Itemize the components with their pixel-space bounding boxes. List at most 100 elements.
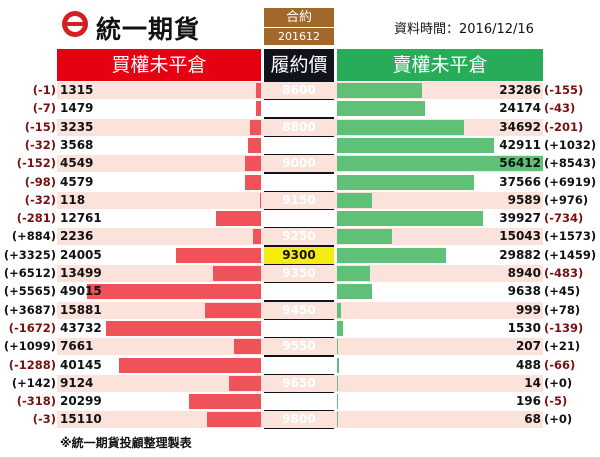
put-oi-value: 37566 bbox=[499, 174, 541, 189]
put-oi-bar bbox=[337, 412, 338, 428]
put-oi-bar bbox=[337, 101, 426, 117]
call-oi-change: (+3325) bbox=[3, 247, 56, 262]
contract-label: 合約 bbox=[264, 8, 334, 27]
brand-logo-icon bbox=[62, 11, 88, 37]
put-oi-bar bbox=[337, 83, 423, 98]
call-oi-value: 13499 bbox=[60, 266, 102, 280]
put-oi-value: 207 bbox=[515, 339, 541, 354]
call-oi-change: (-1) bbox=[32, 83, 56, 97]
put-oi-bar bbox=[337, 229, 392, 245]
call-oi-bar bbox=[118, 357, 261, 373]
call-oi-change: (-152) bbox=[16, 156, 56, 171]
strike-price: 8600 bbox=[282, 83, 316, 97]
put-oi-header: 賣權未平倉 bbox=[337, 49, 543, 81]
row-band bbox=[57, 228, 543, 246]
put-oi-bar bbox=[337, 119, 464, 135]
call-oi-bar bbox=[105, 320, 261, 336]
strike-price: 9400 bbox=[282, 284, 316, 299]
call-oi-value: 1479 bbox=[60, 101, 94, 116]
call-oi-bar bbox=[87, 284, 261, 300]
row-band bbox=[57, 393, 543, 411]
call-oi-bar bbox=[189, 394, 261, 410]
put-oi-value: 42911 bbox=[499, 137, 541, 152]
strike-price: 8800 bbox=[282, 119, 316, 134]
call-oi-bar bbox=[248, 137, 261, 153]
put-oi-change: (+0) bbox=[544, 412, 573, 427]
put-oi-bar bbox=[337, 174, 475, 190]
put-oi-change: (+78) bbox=[544, 302, 581, 317]
strike-price: 9550 bbox=[282, 339, 316, 354]
row-band bbox=[57, 374, 543, 392]
put-oi-bar bbox=[337, 357, 339, 373]
put-oi-change: (+8543) bbox=[544, 156, 597, 171]
contract-code: 201612 bbox=[264, 28, 334, 45]
put-oi-bar bbox=[337, 302, 341, 318]
call-oi-bar bbox=[256, 83, 261, 98]
row-band bbox=[57, 191, 543, 209]
call-oi-value: 40145 bbox=[60, 357, 102, 372]
call-oi-bar bbox=[233, 339, 261, 355]
put-oi-bar bbox=[337, 266, 370, 281]
call-oi-bar bbox=[255, 101, 261, 117]
call-oi-change: (-7) bbox=[32, 101, 56, 116]
strike-price: 8700 bbox=[282, 101, 316, 116]
call-oi-change: (-281) bbox=[16, 211, 56, 226]
row-band bbox=[57, 411, 543, 429]
put-oi-value: 14 bbox=[524, 375, 541, 390]
call-oi-value: 1315 bbox=[60, 83, 94, 97]
call-oi-value: 12761 bbox=[60, 211, 102, 226]
call-oi-bar bbox=[228, 375, 261, 391]
call-oi-bar bbox=[215, 211, 261, 227]
put-oi-bar bbox=[337, 284, 373, 300]
row-band bbox=[57, 301, 543, 319]
call-oi-change: (+3687) bbox=[3, 302, 56, 317]
put-oi-change: (-201) bbox=[544, 119, 584, 134]
put-oi-bar bbox=[337, 339, 338, 355]
put-oi-change: (+21) bbox=[544, 339, 581, 354]
put-oi-value: 9638 bbox=[507, 284, 541, 299]
put-oi-bar bbox=[337, 247, 447, 263]
put-oi-value: 9589 bbox=[507, 192, 541, 207]
put-oi-change: (-155) bbox=[544, 83, 584, 97]
call-oi-value: 43732 bbox=[60, 320, 102, 335]
strike-price: 8900 bbox=[282, 137, 316, 152]
call-oi-change: (+5565) bbox=[3, 284, 56, 299]
put-oi-value: 1530 bbox=[507, 320, 541, 335]
call-oi-bar bbox=[244, 174, 261, 190]
call-oi-value: 49015 bbox=[60, 284, 102, 299]
call-oi-change: (-15) bbox=[24, 119, 56, 134]
put-oi-bar bbox=[337, 375, 338, 391]
call-oi-value: 4549 bbox=[60, 156, 94, 171]
put-oi-change: (+6919) bbox=[544, 174, 597, 189]
brand-name: 統一期貨 bbox=[96, 15, 201, 44]
strike-price: 9450 bbox=[282, 302, 316, 317]
strike-header: 履約價 bbox=[264, 49, 334, 81]
strike-price: 9350 bbox=[282, 266, 316, 280]
call-oi-value: 15881 bbox=[60, 302, 102, 317]
call-oi-bar bbox=[253, 229, 261, 245]
call-oi-value: 3568 bbox=[60, 137, 94, 152]
call-oi-header: 買權未平倉 bbox=[57, 49, 261, 81]
strike-price: 9650 bbox=[282, 375, 316, 390]
put-oi-value: 8940 bbox=[507, 266, 541, 280]
data-time: 資料時間：2016/12/16 bbox=[394, 22, 534, 37]
call-oi-bar bbox=[260, 192, 261, 208]
call-oi-value: 4579 bbox=[60, 174, 94, 189]
put-oi-bar bbox=[337, 137, 494, 153]
put-oi-value: 24174 bbox=[499, 101, 541, 116]
call-oi-change: (-1672) bbox=[8, 320, 56, 335]
call-oi-value: 15110 bbox=[60, 412, 102, 427]
put-oi-value: 488 bbox=[515, 357, 541, 372]
strike-price: 9200 bbox=[282, 211, 316, 226]
put-oi-value: 15043 bbox=[499, 229, 541, 244]
put-oi-change: (+1573) bbox=[544, 229, 597, 244]
call-oi-change: (-32) bbox=[24, 192, 56, 207]
call-oi-change: (+142) bbox=[11, 375, 56, 390]
call-oi-value: 3235 bbox=[60, 119, 94, 134]
call-oi-value: 118 bbox=[60, 192, 86, 207]
strike-price: 9600 bbox=[282, 357, 316, 372]
call-oi-change: (+6512) bbox=[3, 266, 56, 280]
call-oi-change: (+1099) bbox=[3, 339, 56, 354]
put-oi-change: (-5) bbox=[544, 394, 568, 409]
put-oi-bar bbox=[337, 211, 483, 227]
